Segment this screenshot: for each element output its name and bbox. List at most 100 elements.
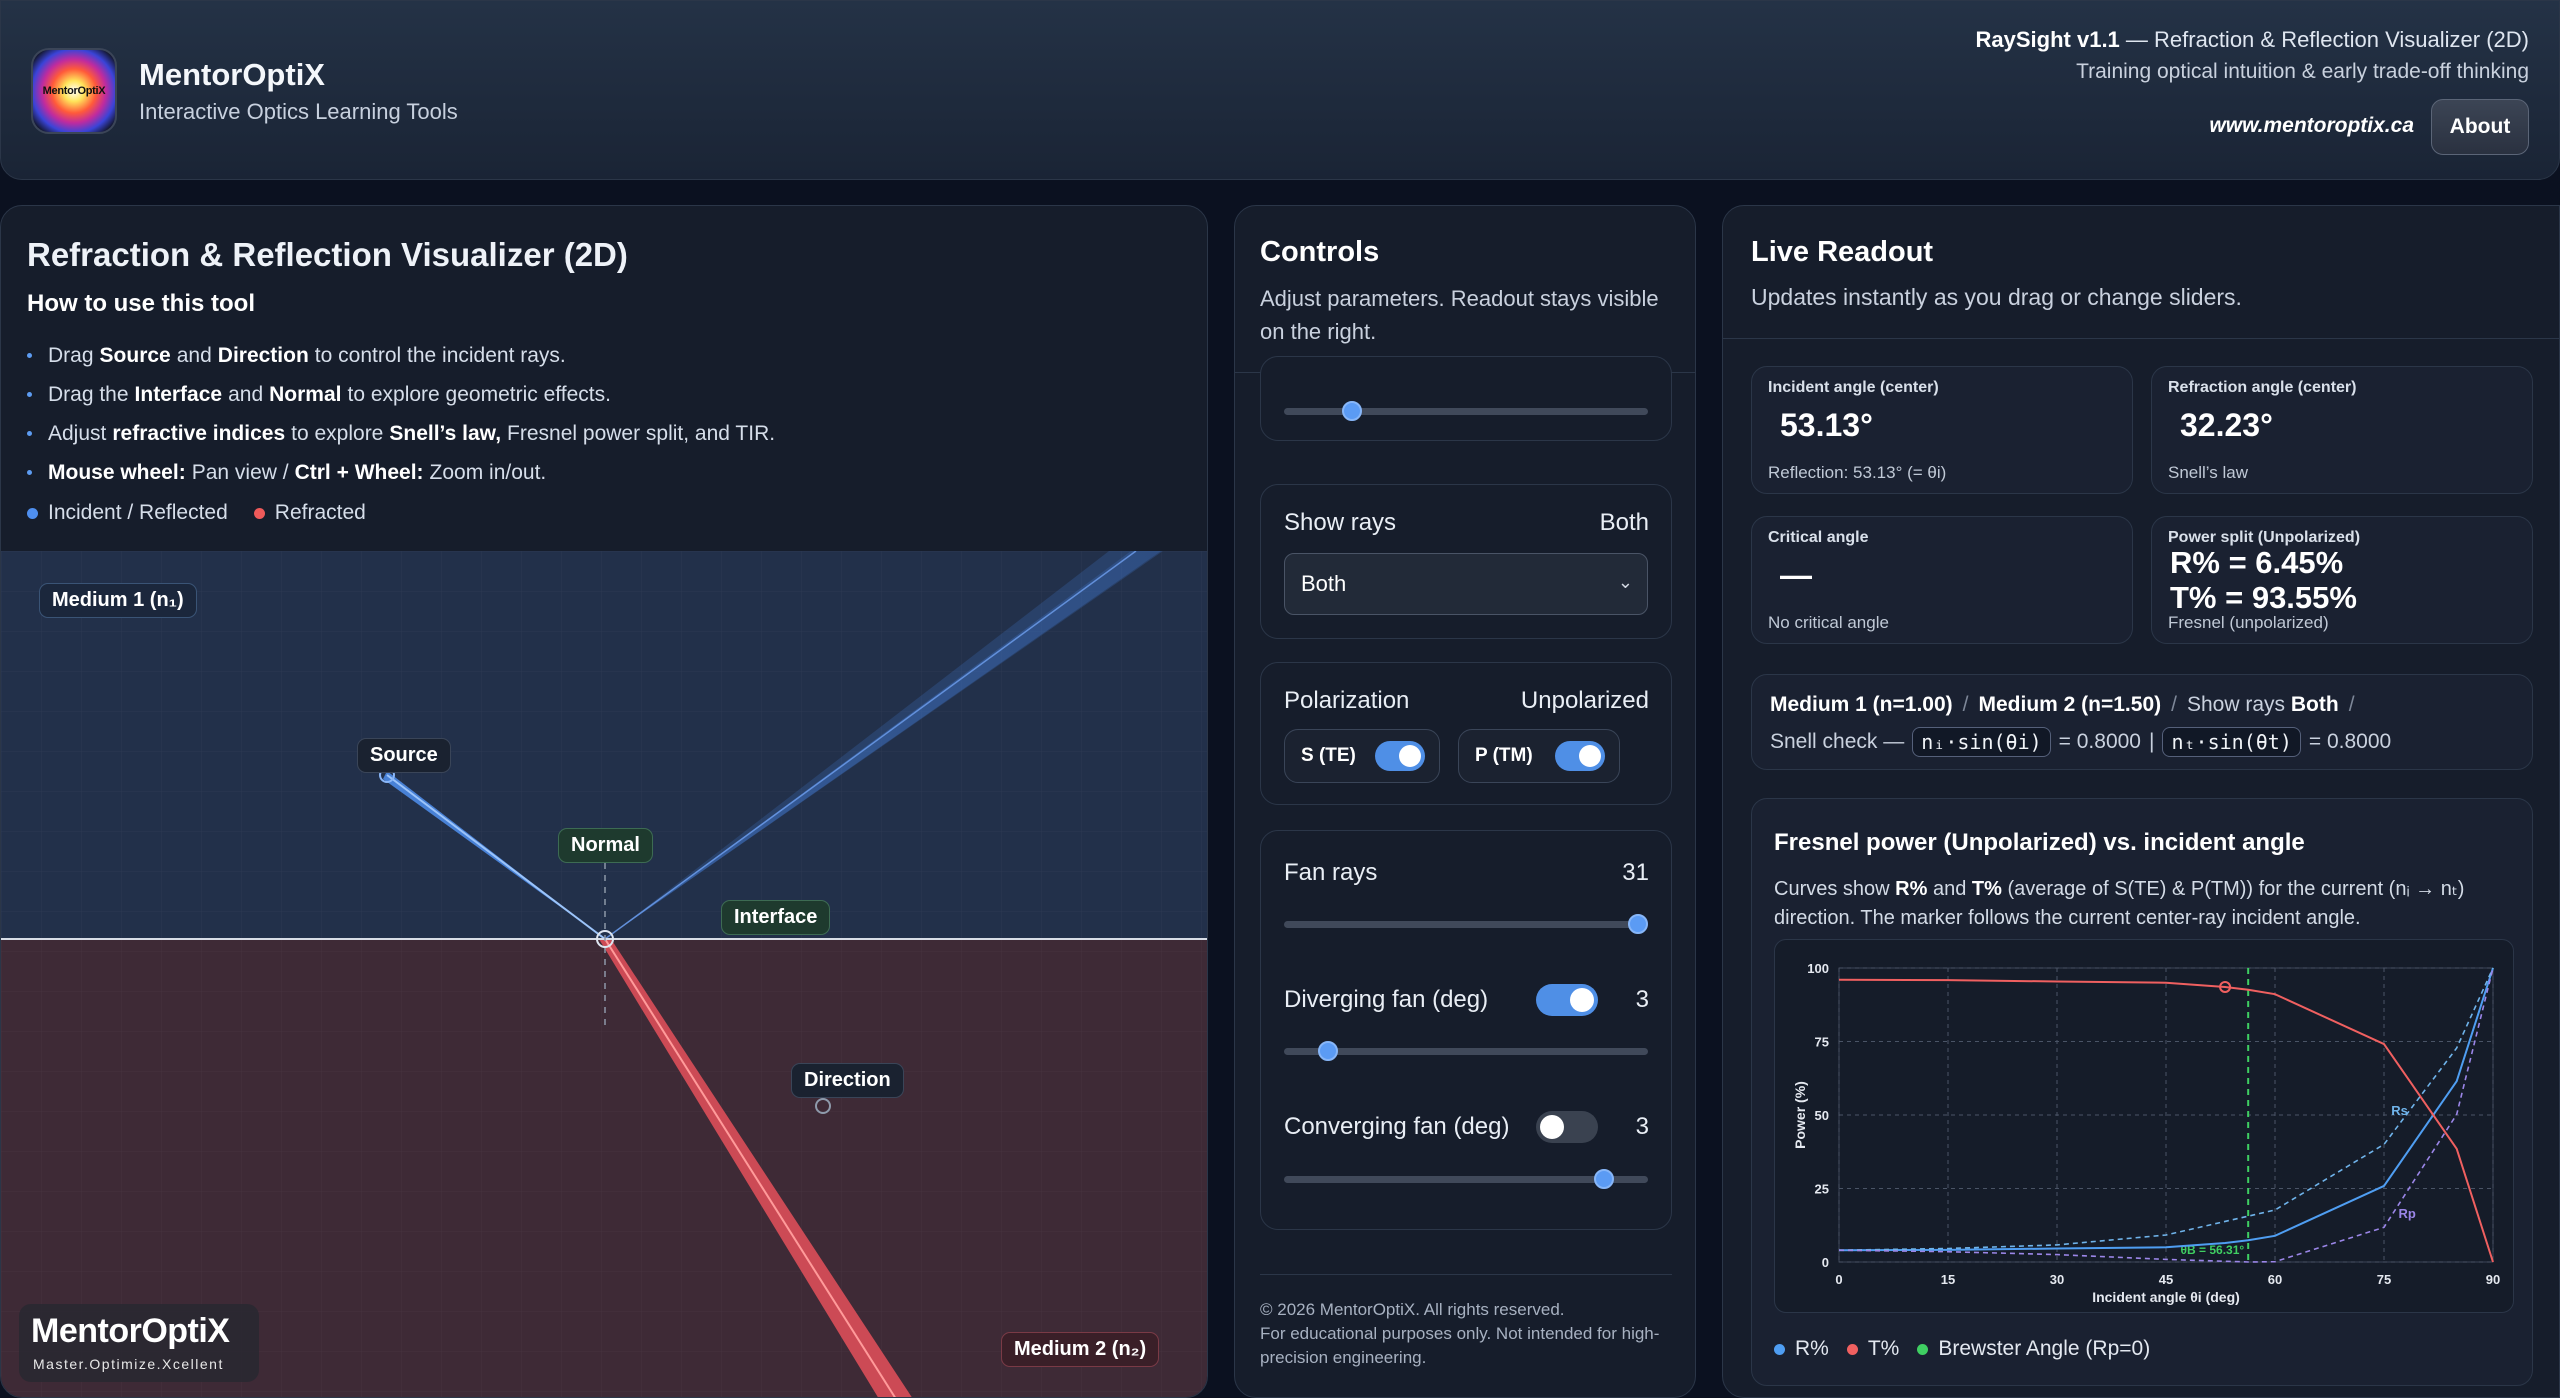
medium-2-tag: Medium 2 (n₂) — [1001, 1332, 1160, 1367]
legend-refracted-label: Refracted — [274, 501, 366, 524]
x-tick-label: 75 — [2377, 1272, 2391, 1287]
app-title-rest: — Refraction & Reflection Visualizer (2D… — [2119, 27, 2529, 52]
show-rays-select[interactable]: Both ⌄ — [1284, 553, 1648, 615]
diverging-slider[interactable] — [1284, 1041, 1648, 1061]
medium-1-summary: Medium 1 (n=1.00) — [1770, 693, 1953, 716]
logo-text: MentorOptiX — [42, 85, 106, 97]
metric-value: 32.23° — [2180, 407, 2273, 443]
controls-footer: © 2026 MentorOptiX. All rights reserved.… — [1260, 1298, 1680, 1370]
howto-strong: Interface — [134, 382, 223, 406]
about-button[interactable]: About — [2431, 99, 2529, 155]
converging-toggle[interactable] — [1536, 1111, 1598, 1143]
x-tick-label: 45 — [2159, 1272, 2173, 1287]
medium-summary: Medium 1 (n=1.00) / Medium 2 (n=1.50) / Show… — [1770, 693, 2365, 717]
howto-text: Pan view / — [191, 460, 289, 484]
grid-overlay — [1, 551, 1207, 1397]
fan-rays-slider[interactable] — [1284, 914, 1648, 934]
series-line-rp — [1838, 967, 2494, 1263]
bullet-icon — [27, 353, 32, 358]
rays-summary-value: Both — [2290, 693, 2339, 716]
howto-text: Drag the — [48, 382, 129, 406]
direction-tag[interactable]: Direction — [791, 1063, 904, 1098]
controls-title: Controls — [1260, 236, 1380, 268]
select-value: Both — [1301, 571, 1347, 596]
s-te-label: S (TE) — [1301, 745, 1356, 766]
howto-strong: Ctrl + Wheel: — [294, 460, 424, 484]
slider-thumb[interactable] — [1628, 914, 1648, 934]
converging-slider[interactable] — [1284, 1169, 1648, 1189]
blue-dot-icon — [1774, 1344, 1785, 1355]
divider — [1723, 338, 2559, 339]
brewster-label: θB = 56.31° — [2181, 1243, 2245, 1257]
interface-tag[interactable]: Interface — [721, 900, 831, 935]
slider-thumb[interactable] — [1593, 1169, 1614, 1189]
desc-text: Curves show — [1774, 878, 1890, 900]
series-line-r-pct — [1838, 967, 2494, 1252]
visualizer-panel: Refraction & Reflection Visualizer (2D) … — [0, 205, 1208, 1398]
app-header: MentorOptiX MentorOptiX Interactive Opti… — [0, 0, 2560, 180]
howto-strong: Mouse wheel: — [48, 460, 186, 484]
howto-text: to explore geometric effects. — [347, 382, 611, 406]
legend-r-label: R% — [1795, 1337, 1829, 1360]
fresnel-card: Fresnel power (Unpolarized) vs. incident… — [1751, 798, 2533, 1386]
bullet-icon — [27, 431, 32, 436]
howto-text: Fresnel power split, and TIR. — [507, 421, 776, 445]
snell-lhs-value: = 0.8000 — [2058, 730, 2141, 753]
slider-thumb[interactable] — [1342, 401, 1363, 421]
toggle-knob — [1399, 745, 1421, 767]
metric-value: 53.13° — [1780, 407, 1873, 443]
howto-strong: Direction — [217, 343, 309, 367]
metric-value: — — [1780, 557, 1812, 593]
x-axis-label: Incident angle θi (deg) — [2092, 1289, 2240, 1305]
p-tm-toggle[interactable] — [1555, 741, 1605, 771]
blue-dot-icon — [27, 508, 38, 519]
source-tag[interactable]: Source — [357, 738, 451, 773]
howto-strong: Normal — [269, 382, 342, 406]
show-rays-value: Both — [1599, 509, 1649, 536]
fan-card: Fan rays 31 Diverging fan (deg) 3 Conver… — [1260, 830, 1672, 1230]
snell-rhs-code: nₜ·sin(θt) — [2162, 727, 2301, 757]
toggle-knob — [1540, 1115, 1564, 1139]
mentoroptix-watermark: MentorOptiX Master.Optimize.Xcellent — [19, 1304, 259, 1382]
separator: / — [1962, 693, 1969, 716]
y-tick-label: 25 — [1815, 1182, 1829, 1197]
normal-tag[interactable]: Normal — [558, 828, 653, 863]
metric-note: Fresnel (unpolarized) — [2168, 613, 2329, 632]
series-line-t-pct — [1838, 978, 2494, 1263]
readout-title: Live Readout — [1751, 236, 1934, 268]
howto-text: Zoom in/out. — [429, 460, 547, 484]
divider — [1260, 1274, 1672, 1275]
critical-angle-card: Critical angle — No critical angle — [1751, 516, 2133, 644]
disclaimer-text: For educational purposes only. Not inten… — [1260, 1324, 1660, 1367]
metric-label: Critical angle — [1768, 529, 1869, 546]
fresnel-description: Curves show R% and T% (average of S(TE) … — [1774, 875, 2514, 933]
s-te-chip: S (TE) — [1284, 729, 1440, 783]
howto-text: Drag — [48, 343, 94, 367]
rs-curve-label: Rs — [2391, 1103, 2408, 1118]
slider-track[interactable] — [1284, 401, 1648, 421]
legend-r: R% — [1774, 1337, 1829, 1361]
chevron-down-icon: ⌄ — [1617, 572, 1633, 592]
y-tick-label: 50 — [1815, 1108, 1829, 1123]
ray-legend: Incident / Reflected Refracted — [27, 501, 366, 525]
rays-summary-label: Show rays — [2186, 693, 2286, 716]
s-te-toggle[interactable] — [1375, 741, 1425, 771]
website-link[interactable]: www.mentoroptix.ca — [2209, 114, 2414, 137]
diverging-toggle[interactable] — [1536, 984, 1598, 1016]
p-tm-chip: P (TM) — [1458, 729, 1620, 783]
green-dot-icon — [1917, 1344, 1929, 1355]
reflected-center-ray — [604, 551, 1137, 940]
interface-handle[interactable] — [596, 930, 614, 948]
power-split-card: Power split (Unpolarized) R% = 6.45% T% … — [2151, 516, 2533, 644]
converging-label: Converging fan (deg) — [1284, 1113, 1510, 1140]
ray-canvas[interactable] — [1, 551, 1208, 1398]
howto-text: to explore — [291, 421, 384, 445]
direction-handle[interactable] — [815, 1098, 831, 1114]
howto-title: How to use this tool — [27, 290, 255, 317]
series-line-rs — [1838, 967, 2494, 1251]
howto-strong: refractive indices — [112, 421, 286, 445]
legend-t: T% — [1846, 1337, 1899, 1361]
slider-thumb[interactable] — [1318, 1041, 1339, 1061]
medium-2-summary: Medium 2 (n=1.50) — [1978, 693, 2162, 716]
howto-strong: Snell’s law, — [389, 421, 502, 445]
